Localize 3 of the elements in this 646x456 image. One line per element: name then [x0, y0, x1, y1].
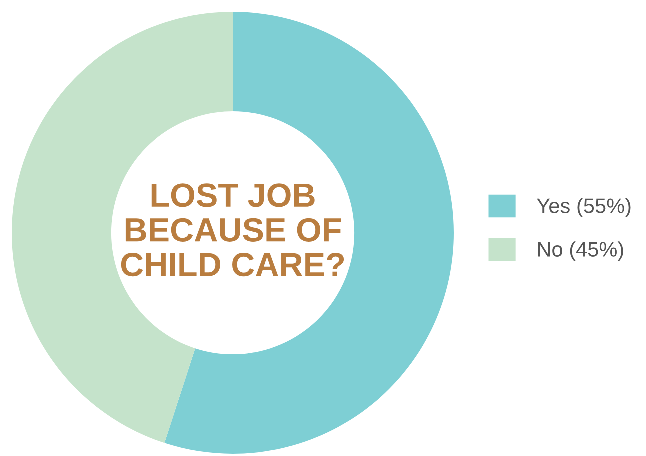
- legend-label: No (45%): [538, 242, 624, 262]
- text: LOST JOB BECAUSE OF CHILD CARE?: [121, 184, 344, 277]
- legend-label: Yes (55%): [537, 198, 631, 218]
